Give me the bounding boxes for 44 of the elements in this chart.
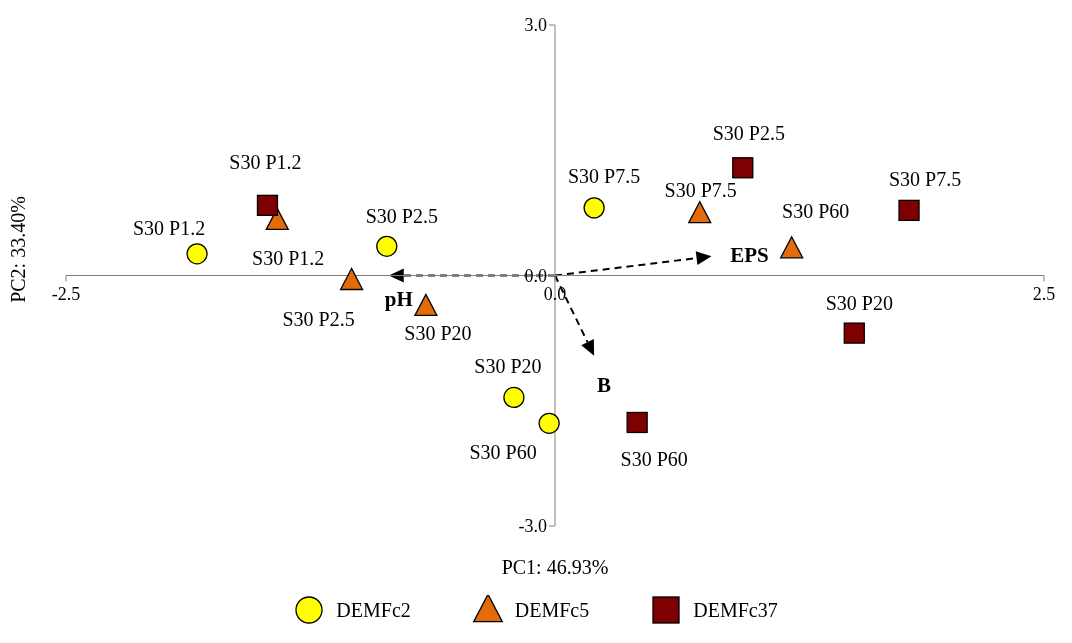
point: [503, 386, 525, 409]
x-tick-label: -2.5: [51, 283, 81, 304]
point: [256, 194, 279, 217]
point: [732, 157, 754, 179]
annotation: B: [597, 372, 612, 397]
y-tick-label: -3.0: [518, 516, 547, 537]
y-tick-label: 3.0: [524, 15, 547, 36]
annotation: pH: [384, 286, 413, 311]
data-label: S30 P1.2: [229, 151, 302, 174]
data-label: S30 P7.5: [888, 168, 962, 191]
point: [376, 235, 398, 257]
y-tick-label: 0.0: [524, 265, 547, 286]
data-label: S30 P1.2: [132, 216, 206, 239]
point: [186, 243, 208, 265]
point: [265, 207, 289, 231]
point: [780, 236, 804, 259]
data-label: S30 P2.5: [282, 307, 355, 330]
point: [414, 293, 438, 317]
data-label: S30 P20: [474, 355, 542, 378]
y-axis-title: PC2: 33.40%: [6, 195, 30, 305]
point: [538, 412, 560, 434]
point: [843, 322, 865, 344]
data-label: S30 P2.5: [365, 205, 438, 228]
legend-label: DEMFc5: [514, 598, 590, 622]
annotation: EPS: [730, 243, 769, 268]
data-label: S30 P60: [620, 448, 688, 471]
data-label: S30 P60: [469, 441, 537, 464]
data-label: S30 P20: [404, 322, 472, 345]
point: [626, 411, 648, 434]
x-axis-title: PC1: 46.93%: [500, 556, 610, 579]
point: [339, 267, 364, 291]
data-label: S30 P60: [782, 199, 850, 222]
data-label: S30 P20: [825, 292, 893, 315]
data-label: S30 P7.5: [664, 178, 737, 201]
legend-label: DEMFc37: [693, 598, 778, 622]
x-tick-label: 2.5: [1032, 283, 1056, 304]
point: [898, 199, 920, 222]
point: [583, 197, 605, 219]
point: [688, 201, 712, 224]
legend-label: DEMFc2: [336, 598, 411, 622]
data-label: S30 P7.5: [567, 164, 641, 187]
x-tick-label: 0.0: [543, 283, 567, 304]
data-label: S30 P1.2: [252, 247, 325, 270]
data-label: S30 P2.5: [712, 121, 785, 144]
